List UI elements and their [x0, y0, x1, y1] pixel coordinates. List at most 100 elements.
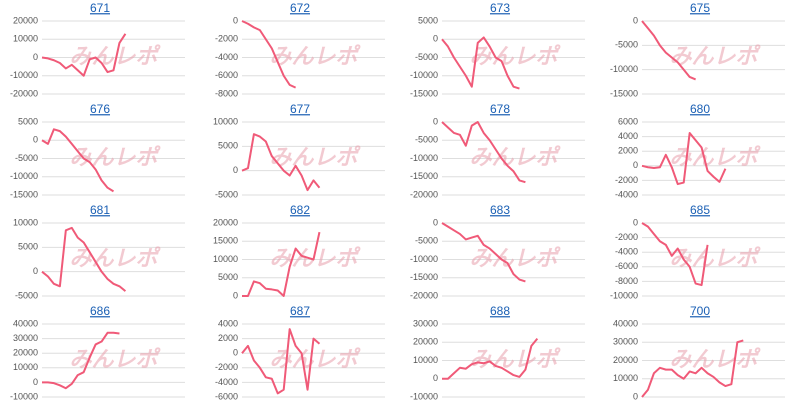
line [242, 231, 321, 297]
y-tick-label: -15000 [410, 272, 438, 282]
y-tick-label: -4000 [215, 52, 238, 62]
y-tick-label: -5000 [415, 236, 438, 246]
y-tick-label: 4000 [218, 318, 238, 328]
line [641, 339, 744, 398]
y-tick-label: 40000 [13, 318, 38, 328]
y-tick-label: -5000 [615, 40, 638, 50]
chart-title[interactable]: 681 [90, 203, 110, 217]
y-tick-label: -5000 [15, 290, 38, 300]
y-tick-label: 0 [233, 15, 238, 25]
y-tick-label: -2000 [215, 362, 238, 372]
y-tick-label: 5000 [418, 15, 438, 25]
y-tick-label: 0 [233, 165, 238, 175]
y-tick-label: 20000 [13, 348, 38, 358]
line [41, 128, 115, 193]
y-tick-label: -20000 [410, 290, 438, 300]
y-tick-label: 30000 [613, 337, 638, 347]
watermark: みんレポ [69, 144, 161, 169]
line [241, 133, 321, 192]
y-tick-label: 5000 [18, 242, 38, 252]
y-tick-label: 0 [633, 217, 638, 227]
chart-title[interactable]: 672 [290, 1, 310, 15]
line [241, 328, 321, 395]
chart-title[interactable]: 676 [90, 102, 110, 116]
line [441, 121, 526, 184]
y-tick-label: 0 [33, 135, 38, 145]
chart-title[interactable]: 683 [490, 203, 510, 217]
y-tick-label: 0 [433, 116, 438, 126]
y-tick-label: -15000 [10, 189, 38, 199]
y-tick-label: 10000 [613, 373, 638, 383]
y-tick-label: 0 [33, 377, 38, 387]
chart-title[interactable]: 700 [690, 304, 710, 318]
y-tick-label: 40000 [613, 318, 638, 328]
y-tick-label: 10000 [13, 362, 38, 372]
chart-title[interactable]: 671 [90, 1, 110, 15]
y-tick-label: -5000 [415, 52, 438, 62]
watermark: みんレポ [469, 43, 561, 68]
chart-title[interactable]: 677 [290, 102, 310, 116]
y-tick-label: 6000 [618, 116, 638, 126]
watermark: みんレポ [669, 43, 761, 68]
watermark: みんレポ [269, 43, 361, 68]
watermark: みんレポ [669, 346, 761, 371]
y-tick-label: -20000 [10, 88, 38, 98]
y-tick-label: 20000 [613, 355, 638, 365]
chart-title[interactable]: 686 [90, 304, 110, 318]
y-tick-label: -4000 [215, 377, 238, 387]
y-tick-label: -2000 [615, 175, 638, 185]
y-tick-label: -5000 [15, 153, 38, 163]
chart-title[interactable]: 680 [690, 102, 710, 116]
chart-title[interactable]: 688 [490, 304, 510, 318]
y-tick-label: 10000 [413, 355, 438, 365]
y-tick-label: 30000 [413, 318, 438, 328]
chart-title[interactable]: 687 [290, 304, 310, 318]
y-tick-label: 10000 [213, 116, 238, 126]
y-tick-label: -10000 [410, 391, 438, 401]
y-tick-label: -20000 [410, 189, 438, 199]
line [641, 131, 727, 186]
y-tick-label: -4000 [615, 247, 638, 257]
y-tick-label: 0 [633, 391, 638, 401]
y-tick-label: 2000 [218, 333, 238, 343]
y-tick-label: 20000 [213, 217, 238, 227]
chart-title[interactable]: 682 [290, 203, 310, 217]
chart-title[interactable]: 685 [690, 203, 710, 217]
chart-title[interactable]: 675 [690, 1, 710, 15]
y-tick-label: 0 [233, 290, 238, 300]
y-tick-label: -10000 [10, 70, 38, 80]
y-tick-label: 0 [633, 160, 638, 170]
y-tick-label: -10000 [10, 171, 38, 181]
line [42, 331, 120, 390]
watermark: みんレポ [69, 245, 161, 270]
y-tick-label: -5000 [415, 135, 438, 145]
y-tick-label: -6000 [215, 70, 238, 80]
y-tick-label: 2000 [618, 146, 638, 156]
y-tick-label: 10000 [213, 254, 238, 264]
y-tick-label: 0 [633, 15, 638, 25]
y-tick-label: 20000 [13, 15, 38, 25]
y-tick-label: 0 [433, 34, 438, 44]
y-tick-label: 5000 [218, 141, 238, 151]
y-tick-label: 0 [33, 266, 38, 276]
y-tick-label: -10000 [410, 254, 438, 264]
line [441, 36, 520, 90]
line [442, 337, 539, 380]
chart-title[interactable]: 678 [490, 102, 510, 116]
y-tick-label: 15000 [213, 236, 238, 246]
y-tick-label: -8000 [215, 88, 238, 98]
y-tick-label: -4000 [615, 189, 638, 199]
y-tick-label: 10000 [13, 34, 38, 44]
watermark: みんレポ [469, 245, 561, 270]
y-tick-label: 10000 [13, 217, 38, 227]
y-tick-label: -5000 [215, 189, 238, 199]
y-tick-label: 5000 [18, 116, 38, 126]
y-tick-label: -2000 [615, 232, 638, 242]
y-tick-label: -10000 [610, 290, 638, 300]
watermark: みんレポ [669, 144, 761, 169]
y-tick-label: -10000 [10, 391, 38, 401]
chart-title[interactable]: 673 [490, 1, 510, 15]
y-tick-label: 0 [433, 373, 438, 383]
watermark: みんレポ [269, 144, 361, 169]
